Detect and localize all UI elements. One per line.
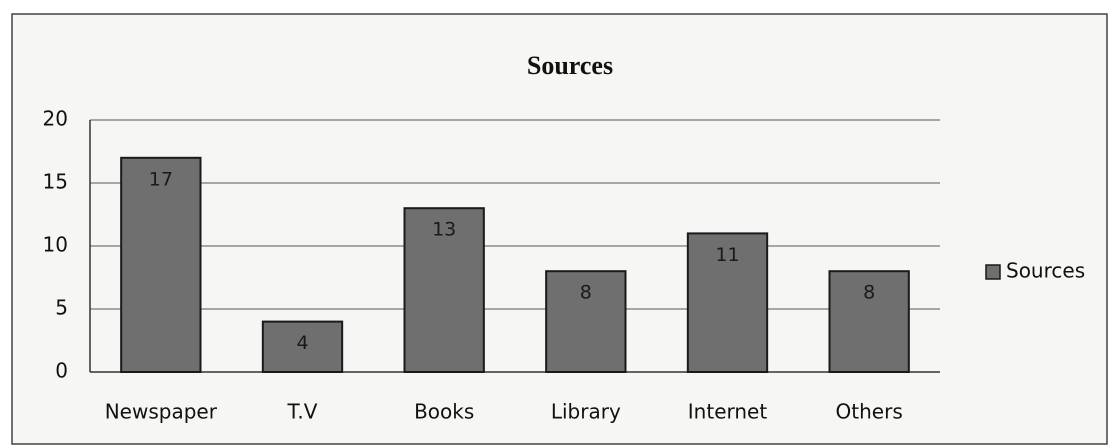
bar	[545, 270, 627, 374]
x-tick-label: Books	[414, 400, 474, 424]
bar	[686, 232, 769, 373]
bar	[261, 320, 344, 374]
legend-swatch	[985, 264, 1001, 280]
x-tick-label: Library	[551, 400, 621, 424]
data-label: 11	[715, 244, 739, 266]
x-tick-label: Others	[836, 400, 903, 424]
y-tick-label: 5	[55, 296, 68, 320]
x-tick-label: T.V	[287, 400, 318, 424]
chart-title: Sources	[527, 51, 613, 80]
y-tick-label: 15	[43, 170, 68, 194]
bar	[403, 207, 485, 373]
x-tick-label: Newspaper	[105, 400, 218, 424]
data-label: 8	[863, 282, 875, 304]
data-label: 17	[149, 168, 173, 190]
bar	[828, 270, 910, 374]
data-label: 8	[580, 282, 592, 304]
bar	[120, 156, 202, 373]
y-tick-label: 10	[43, 233, 68, 257]
y-tick-label: 20	[43, 107, 68, 131]
data-label: 13	[432, 219, 456, 241]
legend-label: Sources	[1006, 259, 1085, 283]
x-tick-label: Internet	[688, 400, 768, 424]
data-label: 4	[296, 332, 308, 354]
y-tick-label: 0	[55, 359, 68, 383]
